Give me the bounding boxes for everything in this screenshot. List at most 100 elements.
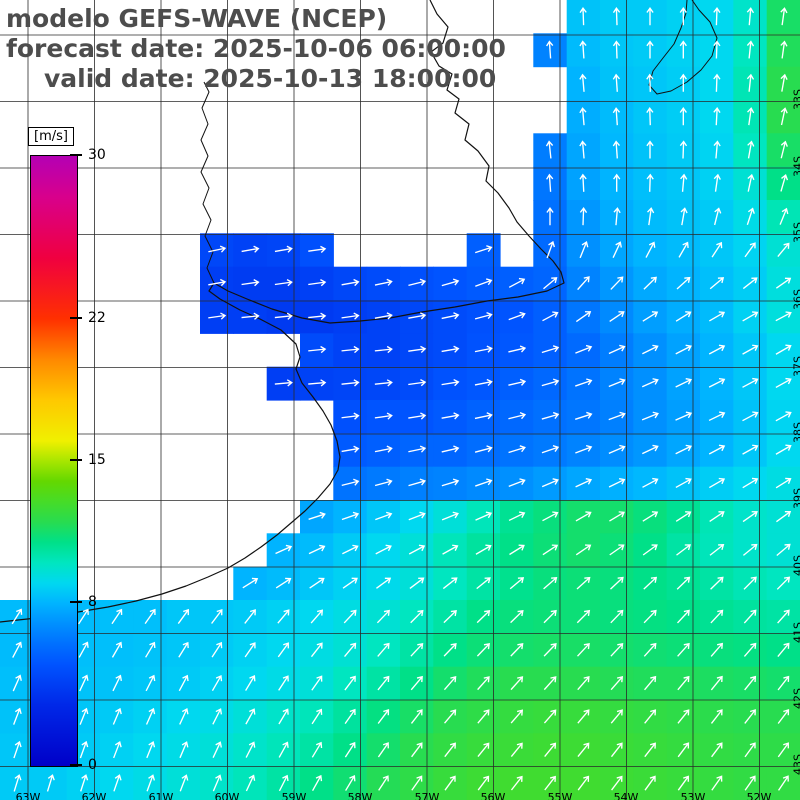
wind-arrow: [577, 775, 590, 791]
wind-arrow: [746, 7, 755, 26]
wind-arrow: [677, 742, 690, 758]
wind-arrow: [344, 675, 356, 691]
wind-arrow: [211, 674, 223, 691]
wind-arrow: [541, 378, 560, 387]
wind-arrow: [178, 674, 189, 692]
colorbar-tick: [70, 459, 82, 461]
wind-arrow: [244, 642, 256, 658]
wind-arrow: [643, 642, 657, 657]
wind-arrow: [575, 411, 593, 420]
wind-arrow: [343, 609, 357, 624]
wind-arrow: [541, 478, 559, 488]
wind-arrow: [410, 675, 423, 691]
wind-arrow: [244, 609, 256, 624]
wind-arrow: [242, 577, 259, 589]
wind-arrow: [642, 311, 659, 322]
wind-arrow: [577, 742, 590, 758]
wind-arrow: [610, 742, 623, 758]
wind-arrow: [310, 642, 323, 658]
wind-arrow: [608, 344, 626, 355]
wind-arrow: [609, 544, 625, 556]
wind-arrow: [744, 709, 756, 724]
wind-arrow: [13, 774, 22, 792]
wind-arrow: [179, 707, 189, 725]
wind-arrow: [675, 511, 692, 522]
wind-arrow: [510, 643, 524, 657]
wind-arrow: [612, 40, 621, 59]
wind-arrow: [711, 775, 723, 791]
wind-arrow: [677, 709, 690, 724]
wind-arrow: [411, 775, 423, 791]
wind-arrow: [146, 741, 156, 759]
wind-arrow: [577, 676, 590, 691]
wind-arrow: [275, 544, 293, 555]
wind-arrow: [274, 379, 293, 387]
wind-arrow: [608, 378, 626, 388]
wind-arrow: [709, 477, 726, 489]
wind-arrow: [408, 412, 427, 420]
wind-arrow: [610, 276, 624, 290]
wind-arrow: [709, 544, 725, 556]
wind-arrow: [444, 742, 456, 758]
wind-arrow: [708, 411, 726, 422]
wind-arrow: [646, 173, 654, 192]
wind-arrow: [408, 445, 427, 453]
wind-arrow: [241, 245, 260, 253]
wind-arrow: [775, 477, 792, 489]
wind-arrow: [775, 311, 792, 322]
wind-arrow: [376, 609, 391, 624]
wind-arrow: [377, 642, 390, 657]
wind-arrow: [308, 245, 327, 253]
wind-arrow: [742, 477, 759, 489]
wind-arrow: [111, 608, 123, 625]
wind-arrow: [475, 278, 493, 287]
wind-arrow: [679, 107, 687, 126]
wind-arrow: [612, 73, 621, 92]
wind-arrow: [477, 742, 490, 758]
wind-arrow: [344, 741, 356, 758]
wind-arrow: [642, 511, 659, 522]
wind-arrow: [677, 775, 689, 791]
wind-arrow: [575, 444, 593, 454]
wind-arrow: [679, 73, 687, 92]
colorbar-tick: [70, 764, 82, 766]
wind-arrow: [546, 173, 554, 192]
wind-arrow: [777, 609, 790, 624]
wind-arrow: [341, 312, 360, 320]
wind-arrow: [542, 544, 559, 556]
wind-arrow: [245, 675, 256, 691]
wind-arrow: [46, 774, 55, 792]
wind-arrow: [377, 675, 390, 691]
wind-arrow: [679, 40, 687, 59]
wind-arrow: [644, 775, 656, 791]
wind-arrow: [241, 279, 260, 287]
wind-arrow: [675, 344, 692, 355]
wind-arrow: [610, 709, 623, 724]
wind-arrow: [408, 278, 427, 287]
wind-arrow: [208, 245, 227, 253]
wind-arrow: [775, 277, 792, 289]
wind-arrow: [575, 478, 593, 488]
wind-arrow: [509, 577, 525, 590]
wind-arrow: [311, 774, 323, 792]
wind-arrow: [308, 345, 327, 354]
wind-arrow: [579, 241, 589, 259]
colorbar-tick: [70, 154, 82, 156]
forecast-date-label: forecast date: 2025-10-06 06:00:00: [6, 34, 506, 63]
wind-arrow: [311, 675, 323, 691]
wind-arrow: [476, 643, 491, 657]
wind-arrow: [211, 608, 223, 624]
wind-arrow: [344, 708, 356, 725]
wind-arrow: [711, 742, 723, 758]
wind-arrow: [612, 241, 622, 258]
wind-arrow: [245, 774, 256, 792]
wind-arrow: [443, 609, 457, 624]
colorbar-tick-label: 30: [88, 147, 106, 163]
wind-arrow: [543, 609, 557, 624]
wind-arrow: [641, 378, 659, 388]
wind-arrow: [277, 642, 289, 658]
wind-arrow: [274, 279, 293, 287]
